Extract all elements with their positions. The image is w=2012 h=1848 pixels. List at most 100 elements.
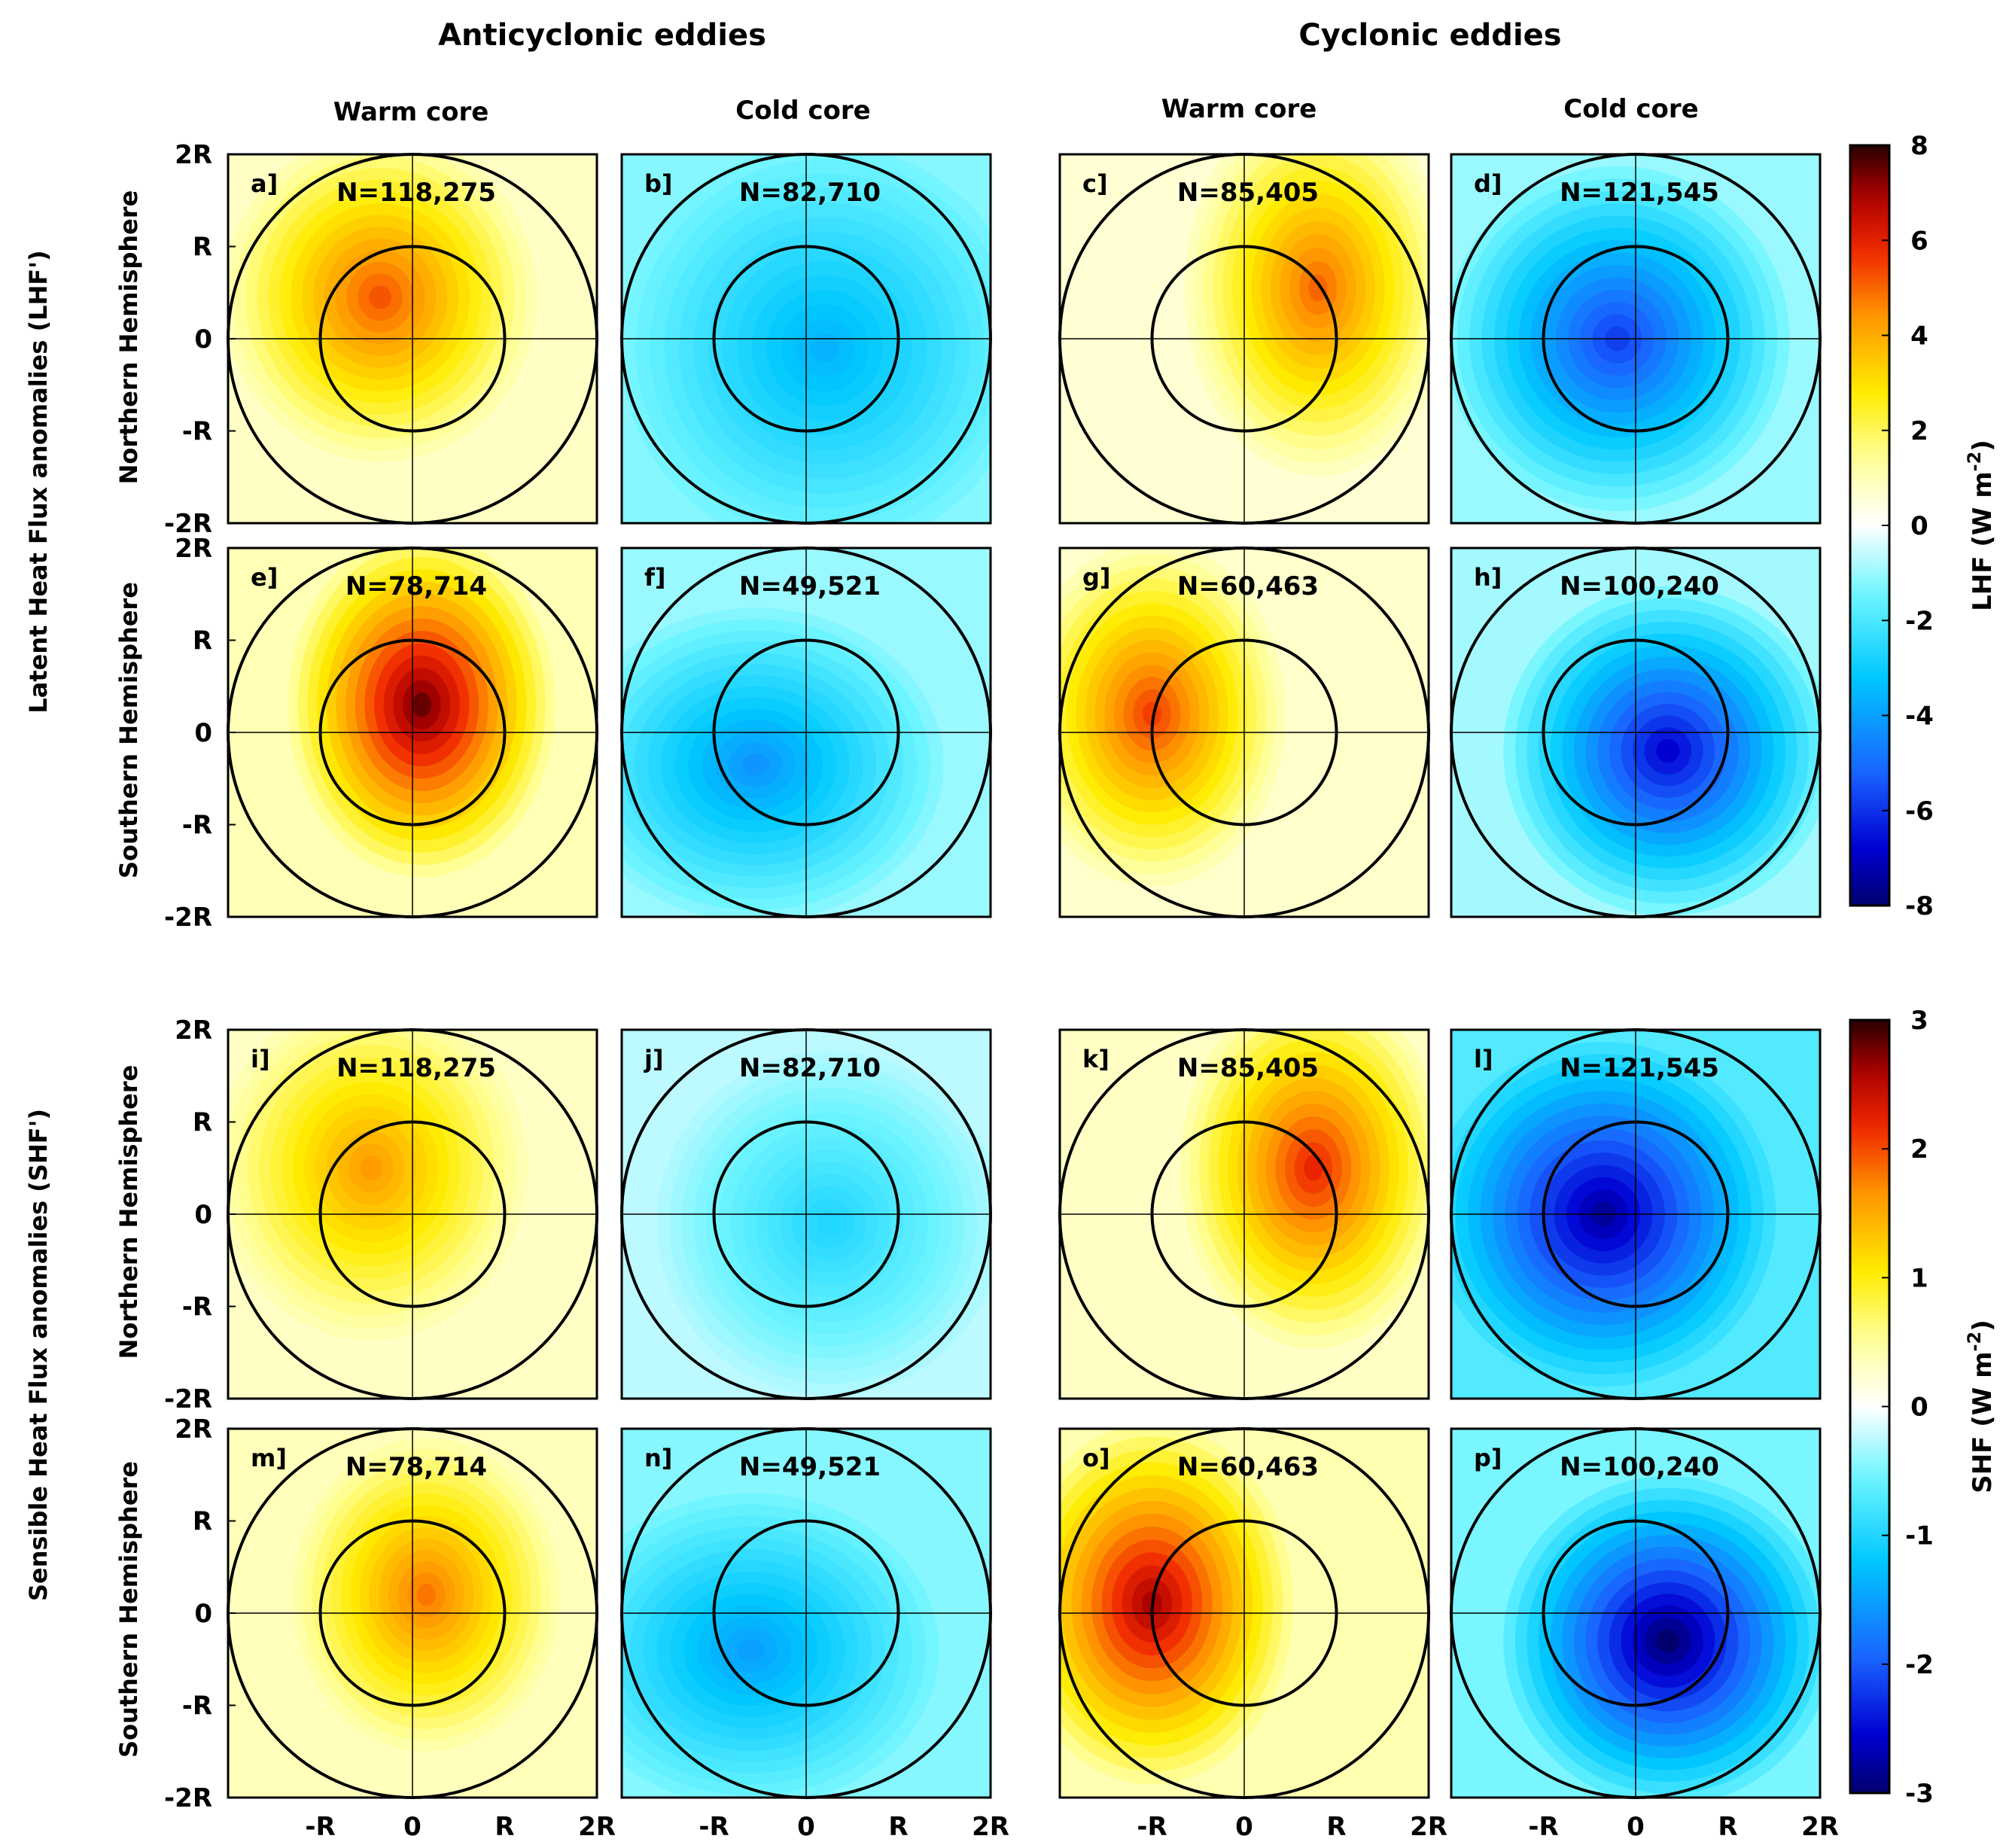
panel-letter: i] [251, 1045, 270, 1073]
colorbar-tick-label: -4 [1905, 702, 1934, 732]
colorbar-tick-label: 2 [1910, 1134, 1928, 1165]
colorbars: 8 6 4 2 0 -2 -4 -6 -8 LHF (W m-2) 3 2 1 0 -1 -2 -3 SHF (W… [1849, 131, 1998, 1809]
panel-i: i] N=118,275 [227, 1028, 598, 1400]
row-group-label-shf: Sensible Heat Flux anomalies (SHF') [24, 1109, 53, 1601]
contour-level [1656, 738, 1680, 763]
y-tick-label: R [193, 1108, 212, 1138]
anomaly-field [1503, 586, 1820, 916]
ring-r [712, 638, 900, 827]
sample-count: N=118,275 [336, 178, 496, 208]
panel-frame [1058, 1427, 1430, 1799]
colorbar-tick-label: -2 [1905, 606, 1934, 636]
y-tick-label: 0 [194, 1200, 212, 1230]
row-group-label-lhf: Latent Heat Flux anomalies (LHF') [24, 250, 53, 713]
ring-r [1150, 245, 1338, 433]
ring-r [1150, 638, 1338, 827]
x-tick-label: R [888, 1812, 908, 1842]
anomaly-field [1180, 1030, 1429, 1349]
panel-letter: n] [644, 1444, 672, 1472]
panel-frame [1450, 1427, 1822, 1799]
panel-frame [620, 1427, 992, 1799]
panel-frame [1450, 153, 1822, 525]
colorbar-lhf: 8 6 4 2 0 -2 -4 -6 -8 LHF (W m-2) [1849, 131, 1998, 921]
contour-level [1656, 1629, 1680, 1653]
x-tick-label: 0 [1235, 1812, 1253, 1842]
colorbar-tick-label: 8 [1910, 131, 1928, 161]
colorbar-tick-label: 3 [1910, 1006, 1928, 1036]
panel-letter: c] [1082, 169, 1108, 198]
colorbar-tick-label: 0 [1910, 1393, 1928, 1423]
contour-level [369, 285, 391, 309]
sample-count: N=49,521 [739, 1452, 881, 1482]
contour-level [416, 1583, 437, 1606]
y-tick-label: R [193, 626, 212, 656]
panel-letter: l] [1474, 1045, 1493, 1073]
panel-frame [620, 1028, 992, 1400]
panel-a: a] N=118,275 [227, 153, 598, 525]
colorbar-tick-label: 0 [1910, 511, 1928, 541]
ring-r [712, 1120, 900, 1308]
panel-letter: k] [1082, 1045, 1109, 1073]
panel-frame [620, 546, 992, 918]
anomaly-field [288, 548, 556, 878]
x-tick-label: -R [699, 1812, 729, 1842]
panel-m: m] N=78,714 [227, 1427, 598, 1799]
contour-level [1304, 1155, 1323, 1181]
row-label-lhf-northern: Northern Hemisphere [114, 190, 143, 485]
y-tick-label: 0 [194, 1599, 212, 1629]
colorbar-tick-label: 2 [1910, 416, 1928, 446]
sample-count: N=121,545 [1560, 178, 1719, 208]
sample-count: N=60,463 [1177, 571, 1319, 601]
y-tick-label: 2R [175, 1414, 212, 1445]
panel-letter: g] [1082, 563, 1111, 592]
contour-level [1308, 274, 1328, 302]
y-tick-label: R [193, 1507, 212, 1537]
panel-j: j] N=82,710 [620, 1028, 992, 1400]
x-tick-label: R [495, 1812, 514, 1842]
y-tick-label: 0 [194, 324, 212, 355]
sample-count: N=82,710 [739, 178, 881, 208]
panel-grid: a] N=118,275 b] N=82,710 c] N=85,405 d] N=121,5… [227, 153, 1822, 1799]
sample-count: N=121,545 [1560, 1053, 1719, 1083]
column-title-anticyclonic-warm: Warm core [333, 97, 489, 127]
y-tick-label: -2R [164, 1783, 212, 1813]
colorbar-tick-label: -2 [1905, 1650, 1934, 1680]
sample-count: N=100,240 [1560, 1452, 1719, 1482]
x-tick-label: -R [305, 1812, 335, 1842]
panel-frame [620, 153, 992, 525]
y-tick-label: -2R [164, 509, 212, 539]
panel-letter: d] [1474, 169, 1502, 198]
y-tick-label: -R [182, 811, 212, 841]
panel-frame [1450, 1028, 1822, 1400]
x-tick-label: 2R [1801, 1812, 1839, 1842]
y-tick-label: 0 [194, 718, 212, 748]
panel-letter: o] [1082, 1444, 1110, 1472]
sample-count: N=85,405 [1177, 1053, 1319, 1083]
row-label-shf-southern: Southern Hemisphere [114, 1461, 143, 1758]
colorbar-tick-label: 4 [1910, 321, 1928, 352]
x-tick-label: R [1718, 1812, 1737, 1842]
ring-r [1542, 1519, 1730, 1707]
x-tick-label: 2R [578, 1812, 616, 1842]
panel-letter: f] [644, 563, 666, 592]
group-title-cyclonic: Cyclonic eddies [1298, 18, 1561, 53]
panel-o: o] N=60,463 [1058, 1427, 1430, 1799]
contour-level [412, 692, 431, 717]
x-tick-label: 0 [1627, 1812, 1645, 1842]
y-tick-label: 2R [175, 534, 212, 564]
panel-c: c] N=85,405 [1058, 153, 1430, 525]
anomaly-field [1503, 1476, 1820, 1798]
panel-h: h] N=100,240 [1450, 546, 1822, 918]
panel-letter: h] [1474, 563, 1502, 592]
ring-r [1150, 1120, 1338, 1308]
sample-count: N=85,405 [1177, 178, 1319, 208]
colorbar-tick-label: -6 [1905, 796, 1934, 827]
panel-f: f] N=49,521 [620, 546, 992, 918]
sample-count: N=78,714 [345, 1452, 487, 1482]
x-tick-labels: -R 0 R 2R -R 0 R 2R -R 0 R 2R -R 0 R 2R [305, 1812, 1839, 1842]
x-tick-label: 2R [1410, 1812, 1447, 1842]
contour-level [741, 754, 769, 776]
ring-r [1542, 1120, 1730, 1308]
panel-k: k] N=85,405 [1058, 1028, 1430, 1400]
